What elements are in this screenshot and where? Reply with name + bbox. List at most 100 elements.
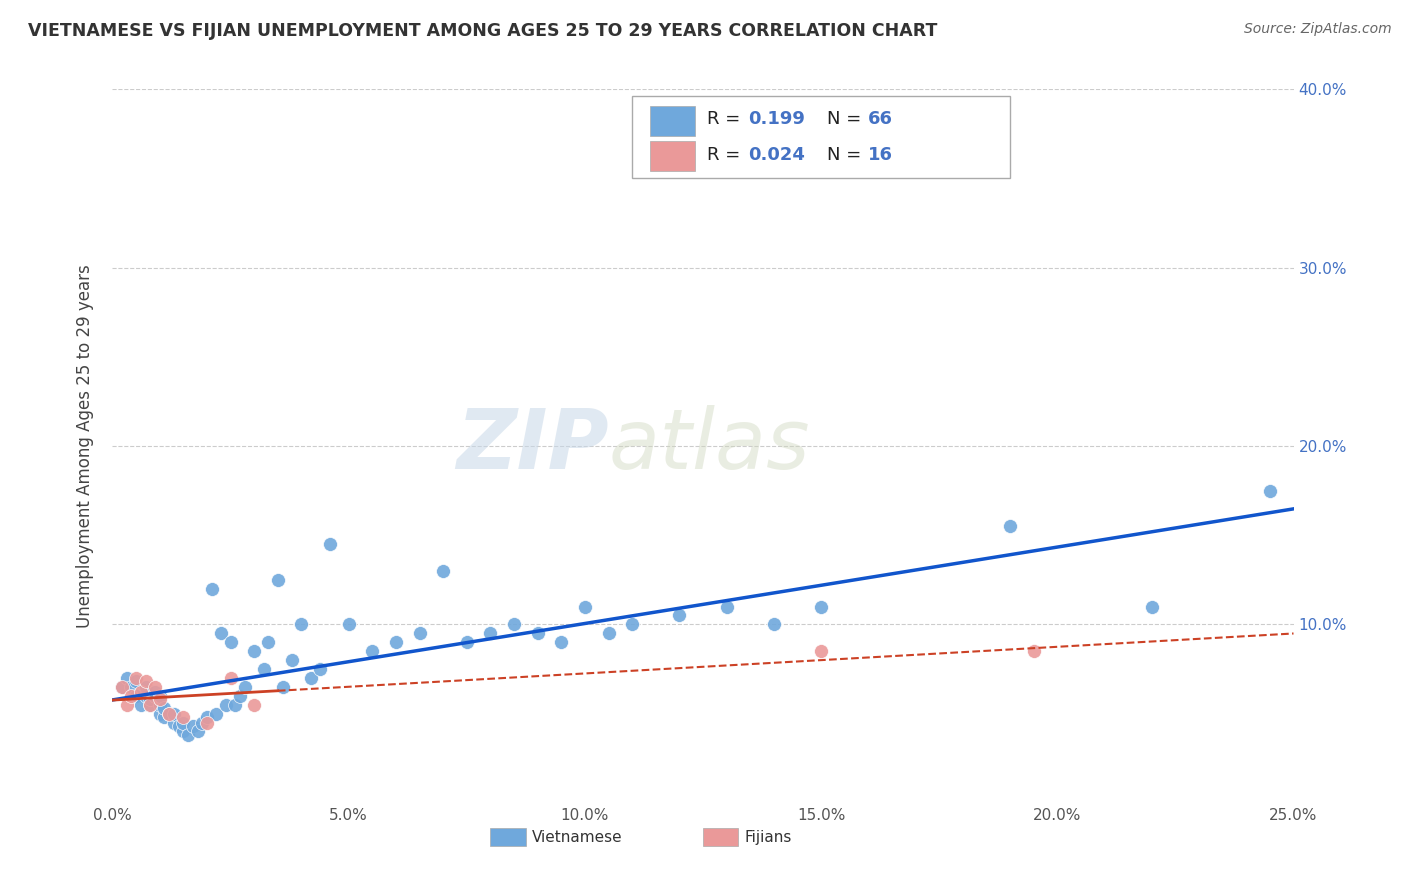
Point [281,653,304,667]
Point [125,674,148,689]
Point [149,698,172,712]
Point [143,680,166,694]
Point [810,644,832,658]
Point [139,692,162,706]
Point [361,644,384,658]
Point [229,689,252,703]
FancyBboxPatch shape [650,105,695,136]
Point [1258,483,1281,498]
Text: Vietnamese: Vietnamese [531,830,623,845]
Point [115,671,138,685]
Point [167,719,190,733]
Point [149,706,172,721]
Point [479,626,502,640]
FancyBboxPatch shape [703,828,738,846]
Point [1140,599,1163,614]
Point [233,680,256,694]
Point [191,715,214,730]
Point [408,626,430,640]
Point [120,680,142,694]
Point [456,635,478,649]
Point [267,573,290,587]
Point [503,617,526,632]
Text: VIETNAMESE VS FIJIAN UNEMPLOYMENT AMONG AGES 25 TO 29 YEARS CORRELATION CHART: VIETNAMESE VS FIJIAN UNEMPLOYMENT AMONG … [28,22,938,40]
Point [385,635,408,649]
Point [163,706,186,721]
Point [574,599,596,614]
Point [309,662,332,676]
FancyBboxPatch shape [491,828,526,846]
Point [195,715,218,730]
Text: N =: N = [827,111,868,128]
Point [526,626,548,640]
Point [149,689,172,703]
Point [195,710,218,724]
Point [143,685,166,699]
Point [716,599,738,614]
Point [550,635,572,649]
Point [337,617,360,632]
Point [762,617,785,632]
Point [319,537,342,551]
Point [135,680,157,694]
Point [153,710,176,724]
Point [139,698,162,712]
Point [177,728,200,742]
Point [129,685,152,699]
Text: 16: 16 [869,146,893,164]
Text: Fijians: Fijians [744,830,792,845]
Point [253,662,276,676]
Point [135,689,157,703]
Point [205,706,228,721]
Point [111,680,134,694]
Text: ZIP: ZIP [456,406,609,486]
Text: 66: 66 [869,111,893,128]
Point [271,680,294,694]
Point [111,680,134,694]
Point [299,671,322,685]
Point [432,564,454,578]
Point [125,689,148,703]
Point [172,724,194,739]
Text: Source: ZipAtlas.com: Source: ZipAtlas.com [1244,22,1392,37]
Point [998,519,1021,533]
Text: 0.024: 0.024 [748,146,804,164]
Text: atlas: atlas [609,406,810,486]
Point [115,698,138,712]
Text: N =: N = [827,146,868,164]
Point [135,674,157,689]
Point [120,689,142,703]
Point [149,692,172,706]
Text: 0.199: 0.199 [748,111,804,128]
Point [219,635,242,649]
Point [1022,644,1045,658]
Point [224,698,246,712]
Point [257,635,280,649]
Point [172,710,194,724]
Point [668,608,690,623]
Point [243,644,266,658]
Y-axis label: Unemployment Among Ages 25 to 29 years: Unemployment Among Ages 25 to 29 years [76,264,94,628]
Point [186,724,208,739]
Point [157,706,180,721]
FancyBboxPatch shape [633,96,1010,178]
Point [143,689,166,703]
Point [219,671,242,685]
Point [163,715,186,730]
Point [181,719,204,733]
Point [157,706,180,721]
Point [139,698,162,712]
Point [129,698,152,712]
Text: R =: R = [707,146,745,164]
Point [209,626,232,640]
Point [215,698,238,712]
Point [172,715,194,730]
Text: R =: R = [707,111,745,128]
Point [621,617,644,632]
Point [810,599,832,614]
Point [153,701,176,715]
Point [598,626,620,640]
FancyBboxPatch shape [650,141,695,171]
Point [290,617,312,632]
Point [201,582,224,596]
